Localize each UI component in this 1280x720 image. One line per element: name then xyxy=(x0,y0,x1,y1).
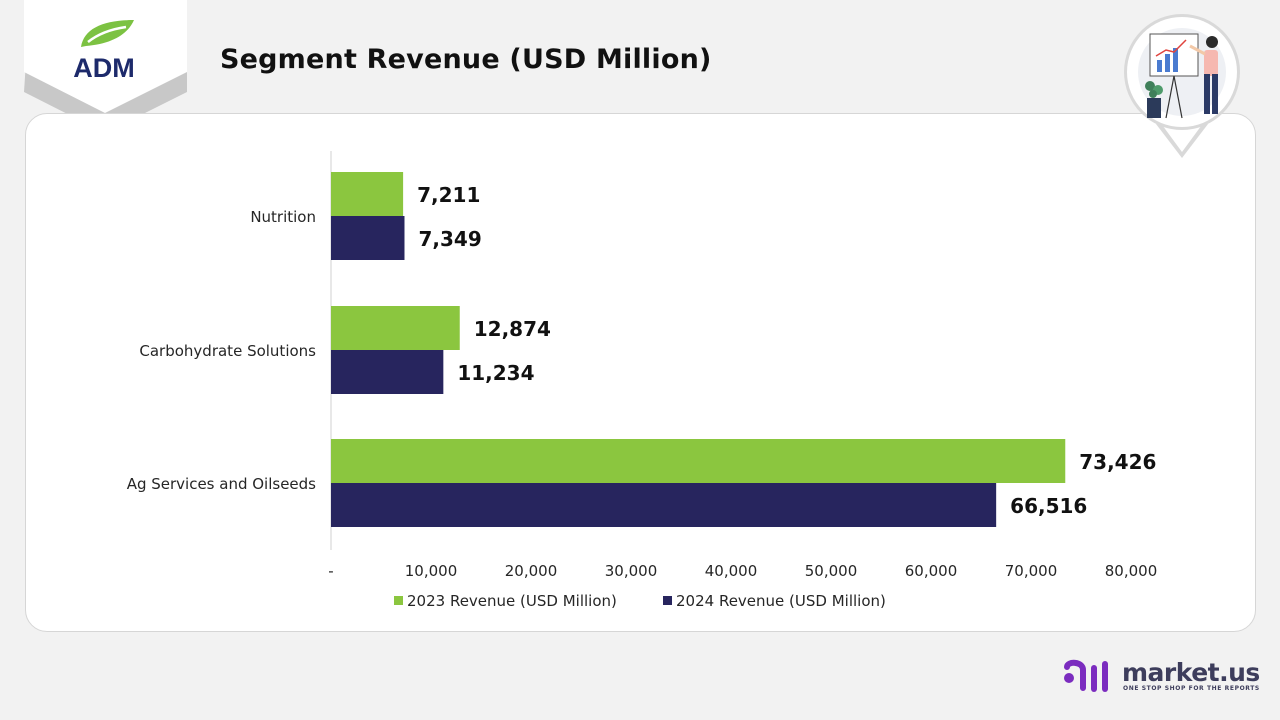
bar-2023-1 xyxy=(331,306,460,350)
bar-2024-0 xyxy=(331,216,405,260)
legend-swatch xyxy=(394,596,403,605)
x-tick-label: 40,000 xyxy=(705,562,758,580)
x-tick-label: 50,000 xyxy=(805,562,858,580)
page-title: Segment Revenue (USD Million) xyxy=(220,44,712,75)
brand-logo: market.us ONE STOP SHOP FOR THE REPORTS xyxy=(1062,658,1262,698)
x-tick-label: 80,000 xyxy=(1105,562,1158,580)
x-tick-label: - xyxy=(328,562,333,580)
x-tick-label: 30,000 xyxy=(605,562,658,580)
bar-2024-1 xyxy=(331,350,444,394)
chart-card xyxy=(25,113,1256,632)
x-tick-label: 70,000 xyxy=(1005,562,1058,580)
bar-2023-0 xyxy=(331,172,404,216)
data-label: 66,516 xyxy=(1010,494,1087,518)
logo-text: ADM xyxy=(73,53,135,83)
category-label: Nutrition xyxy=(250,208,316,226)
x-tick-label: 20,000 xyxy=(505,562,558,580)
legend-swatch xyxy=(663,596,672,605)
x-tick-label: 10,000 xyxy=(405,562,458,580)
data-label: 7,349 xyxy=(418,227,481,251)
bar-2024-2 xyxy=(331,483,997,527)
bar-2023-2 xyxy=(331,439,1066,483)
company-logo-badge: ADM xyxy=(24,0,187,135)
data-label: 7,211 xyxy=(417,183,480,207)
data-label: 73,426 xyxy=(1079,450,1156,474)
presenter-illustration xyxy=(1120,12,1244,160)
legend-label: 2023 Revenue (USD Million) xyxy=(407,592,617,610)
category-label: Carbohydrate Solutions xyxy=(139,342,316,360)
data-label: 12,874 xyxy=(474,317,551,341)
brand-tagline: ONE STOP SHOP FOR THE REPORTS xyxy=(1123,685,1260,692)
category-label: Ag Services and Oilseeds xyxy=(127,475,316,493)
market-us-icon xyxy=(1064,659,1108,692)
chart-area: 7,211 7,349 12,874 11,234 73,426 66,516 Nutri… xyxy=(127,151,1158,610)
legend-label: 2024 Revenue (USD Million) xyxy=(676,592,886,610)
data-label: 11,234 xyxy=(457,361,534,385)
x-tick-label: 60,000 xyxy=(905,562,958,580)
brand-name: market.us xyxy=(1122,658,1260,687)
